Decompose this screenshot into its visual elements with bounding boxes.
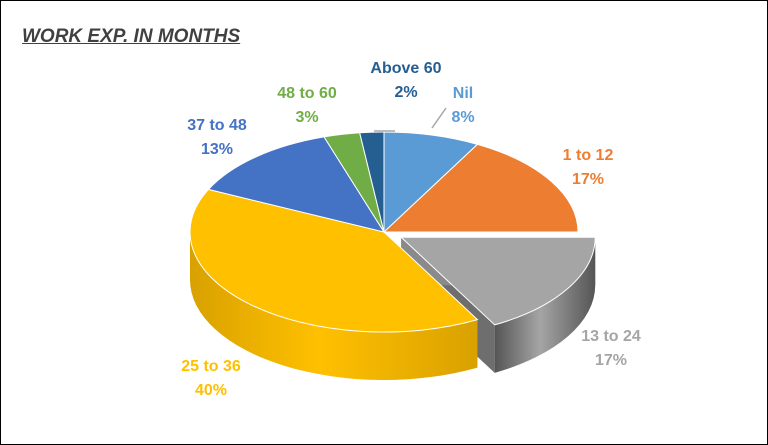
percent-label-13-to-24: 17%: [595, 352, 627, 369]
category-label-13-to-24: 13 to 24: [581, 328, 641, 345]
pie-side-25-to-36: [190, 232, 478, 381]
percent-label-above-60: 2%: [394, 84, 417, 101]
pie-slice-above-60: [359, 131, 385, 233]
category-label-48-to-60: 48 to 60: [277, 85, 337, 102]
pie-slice-25-to-36: [189, 188, 479, 333]
category-label-nil: Nil: [453, 85, 473, 102]
pie-slice-nil: [383, 131, 479, 234]
percent-label-25-to-36: 40%: [195, 382, 227, 399]
pie-slice-13-to-24: [399, 236, 596, 326]
category-label-37-to-48: 37 to 48: [187, 117, 247, 134]
percent-label-48-to-60: 3%: [295, 109, 318, 126]
category-label-above-60: Above 60: [370, 60, 441, 77]
category-label-1-to-12: 1 to 12: [563, 147, 614, 164]
percent-label-37-to-48: 13%: [201, 141, 233, 158]
chart-title: WORK EXP. IN MONTHS: [22, 26, 241, 47]
leader-line-nil: [431, 107, 447, 129]
pie-slice-37-to-48: [207, 136, 386, 233]
percent-label-nil: 8%: [451, 109, 474, 126]
percent-label-1-to-12: 17%: [572, 171, 604, 188]
category-label-25-to-36: 25 to 36: [181, 358, 241, 375]
pie-slice-1-to-12: [382, 143, 579, 233]
